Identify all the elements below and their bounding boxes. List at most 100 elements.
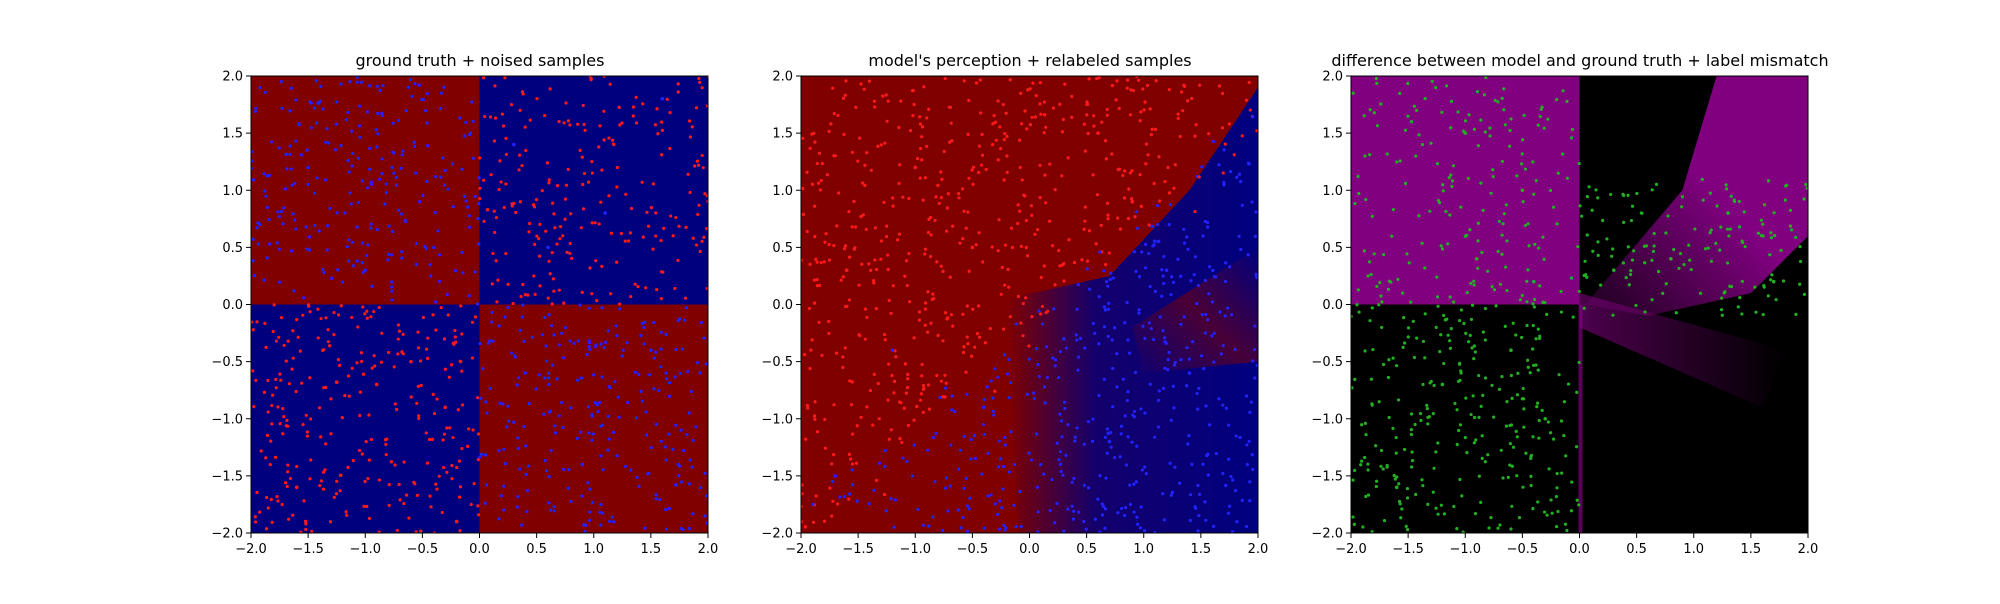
scatter-point [598, 124, 602, 128]
scatter-point [343, 394, 347, 398]
scatter-point [425, 144, 430, 148]
scatter-point [334, 380, 339, 384]
scatter-point [483, 501, 487, 505]
scatter-point [1019, 244, 1024, 249]
scatter-point [575, 436, 580, 440]
scatter-point [501, 124, 506, 128]
scatter-point [600, 511, 605, 515]
scatter-point [1392, 473, 1396, 478]
scatter-point [1379, 464, 1383, 468]
scatter-point [673, 286, 677, 291]
scatter-point [1464, 331, 1468, 335]
scatter-point [1196, 483, 1200, 488]
scatter-point [321, 107, 325, 111]
scatter-point [907, 252, 911, 256]
scatter-point [1182, 227, 1186, 231]
scatter-point [1446, 333, 1450, 337]
scatter-point [255, 320, 259, 324]
scatter-point [365, 309, 369, 313]
scatter-point [1038, 196, 1042, 200]
scatter-point [873, 105, 877, 109]
scatter-point [1442, 512, 1447, 516]
scatter-point [453, 335, 457, 339]
scatter-point [811, 502, 815, 507]
scatter-point [1023, 194, 1027, 198]
scatter-point [401, 352, 405, 356]
scatter-point [1169, 418, 1173, 422]
scatter-point [1434, 85, 1438, 90]
scatter-point [421, 193, 425, 197]
scatter-point [523, 293, 527, 297]
x-tick-label: 0.0 [469, 542, 490, 557]
scatter-point [1643, 261, 1647, 265]
scatter-point [1057, 458, 1061, 462]
scatter-point [671, 234, 675, 238]
scatter-point [1526, 365, 1530, 369]
scatter-point [615, 454, 619, 458]
scatter-point [297, 122, 301, 127]
scatter-point [377, 478, 381, 482]
scatter-point [1549, 498, 1553, 502]
scatter-point [262, 172, 266, 176]
scatter-point [1353, 468, 1357, 473]
scatter-point [317, 229, 321, 233]
scatter-point [502, 484, 506, 488]
scatter-point [812, 278, 817, 282]
x-tick-label: 1.5 [641, 542, 662, 557]
scatter-point [1678, 251, 1683, 256]
scatter-point [679, 480, 684, 484]
scatter-point [623, 464, 628, 468]
scatter-point [1092, 124, 1096, 128]
scatter-point [1709, 259, 1713, 263]
scatter-point [1063, 406, 1067, 411]
scatter-point [991, 409, 995, 414]
scatter-point [1519, 162, 1524, 166]
scatter-point [1240, 498, 1244, 503]
scatter-point [872, 488, 876, 492]
scatter-point [1086, 486, 1091, 490]
scatter-point [1651, 249, 1656, 253]
scatter-point [489, 173, 493, 177]
scatter-point [504, 182, 508, 186]
scatter-point [1179, 322, 1183, 326]
scatter-point [680, 347, 684, 351]
scatter-point [970, 354, 974, 358]
scatter-point [1351, 91, 1355, 95]
scatter-point [1086, 131, 1090, 136]
scatter-point [859, 82, 863, 86]
scatter-point [1239, 180, 1243, 184]
scatter-point [547, 376, 551, 380]
scatter-point [921, 410, 925, 415]
scatter-point [1783, 198, 1787, 202]
scatter-point [256, 242, 260, 246]
scatter-point [1005, 170, 1009, 174]
scatter-point [566, 167, 570, 171]
scatter-point [1130, 199, 1135, 204]
scatter-point [1039, 312, 1043, 316]
scatter-point [893, 349, 897, 353]
scatter-point [349, 202, 353, 206]
scatter-point [254, 378, 258, 383]
scatter-point [1070, 115, 1074, 119]
scatter-point [1479, 118, 1483, 122]
scatter-point [1387, 415, 1391, 420]
scatter-point [515, 505, 519, 509]
scatter-point [358, 135, 362, 139]
scatter-point [346, 465, 350, 469]
scatter-point [1035, 485, 1040, 489]
scatter-point [1368, 153, 1372, 157]
scatter-point [1138, 173, 1142, 177]
scatter-point [1419, 418, 1423, 423]
scatter-point [687, 411, 691, 415]
scatter-point [935, 260, 939, 264]
scatter-point [264, 194, 268, 198]
scatter-point [252, 405, 256, 409]
y-tick-label: 0.5 [772, 241, 793, 256]
scatter-point [660, 128, 665, 132]
scatter-point [343, 211, 347, 215]
scatter-point [1578, 204, 1582, 208]
x-tick-label: −0.5 [407, 542, 439, 557]
scatter-point [395, 528, 399, 533]
scatter-point [580, 462, 585, 467]
scatter-point [879, 239, 884, 243]
